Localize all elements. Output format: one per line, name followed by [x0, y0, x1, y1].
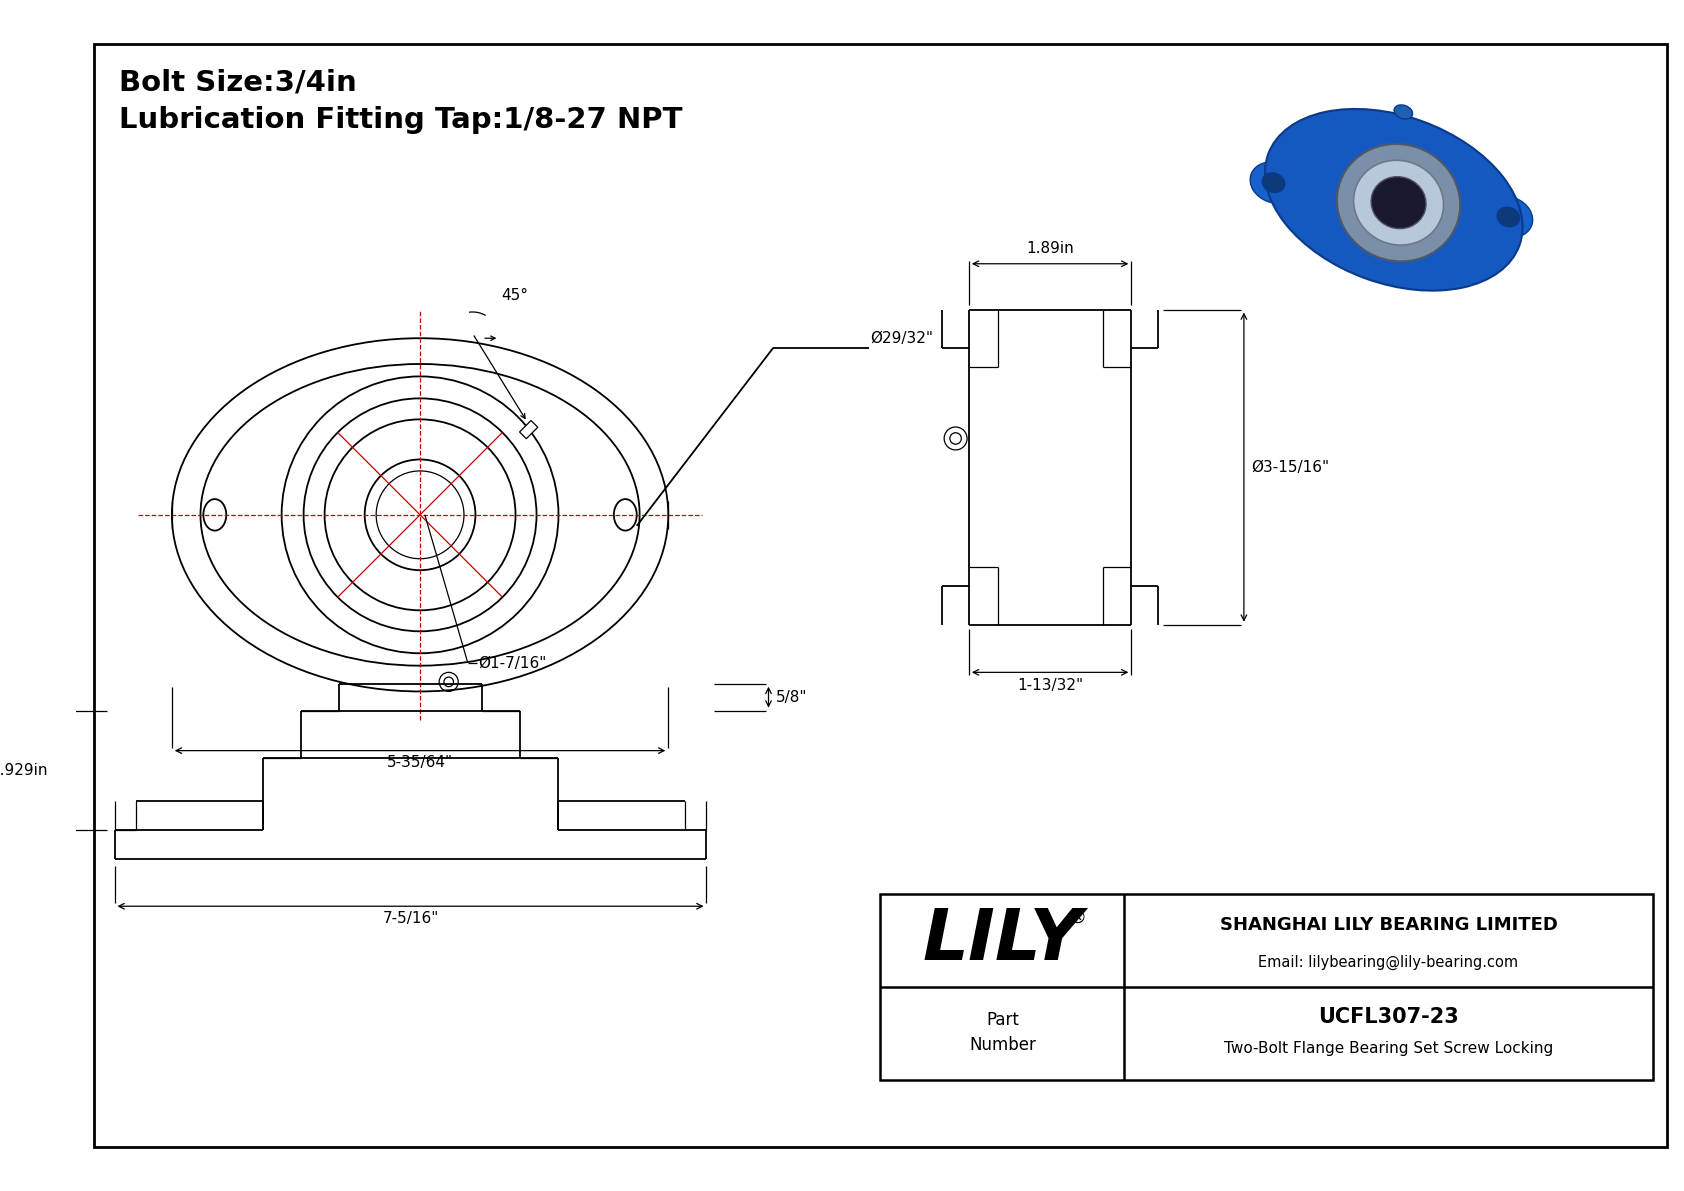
Text: ®: ® [1069, 909, 1086, 927]
Ellipse shape [1250, 162, 1298, 204]
Text: 7-5/16": 7-5/16" [382, 911, 440, 927]
Bar [881, 893, 1654, 1080]
Text: 1.89in: 1.89in [1026, 241, 1074, 256]
Text: 5/8": 5/8" [776, 690, 808, 705]
Text: 1.929in: 1.929in [0, 762, 47, 778]
Text: 1-13/32": 1-13/32" [1017, 678, 1083, 693]
Text: 5-35/64": 5-35/64" [387, 755, 453, 771]
Ellipse shape [1484, 197, 1532, 238]
Text: Part: Part [985, 1011, 1019, 1029]
Ellipse shape [1394, 105, 1413, 119]
Text: Number: Number [968, 1036, 1036, 1054]
Text: 45°: 45° [502, 288, 529, 303]
Ellipse shape [1263, 173, 1285, 193]
Text: LILY: LILY [923, 906, 1083, 975]
Ellipse shape [1371, 176, 1426, 229]
Text: SHANGHAI LILY BEARING LIMITED: SHANGHAI LILY BEARING LIMITED [1219, 916, 1558, 935]
Text: Bolt Size:3/4in: Bolt Size:3/4in [120, 68, 357, 96]
Text: Email: lilybearing@lily-bearing.com: Email: lilybearing@lily-bearing.com [1258, 955, 1519, 971]
Ellipse shape [1337, 144, 1460, 261]
Text: Ø3-15/16": Ø3-15/16" [1251, 460, 1330, 474]
Text: Two-Bolt Flange Bearing Set Screw Locking: Two-Bolt Flange Bearing Set Screw Lockin… [1224, 1041, 1553, 1056]
Ellipse shape [1265, 108, 1522, 291]
Text: Ø29/32": Ø29/32" [871, 331, 933, 345]
Text: UCFL307-23: UCFL307-23 [1319, 1006, 1458, 1027]
Text: Ø1-7/16": Ø1-7/16" [478, 656, 547, 672]
Ellipse shape [1354, 161, 1443, 245]
Text: Lubrication Fitting Tap:1/8-27 NPT: Lubrication Fitting Tap:1/8-27 NPT [120, 106, 682, 135]
Ellipse shape [1497, 207, 1519, 226]
Bar [520, 420, 537, 438]
